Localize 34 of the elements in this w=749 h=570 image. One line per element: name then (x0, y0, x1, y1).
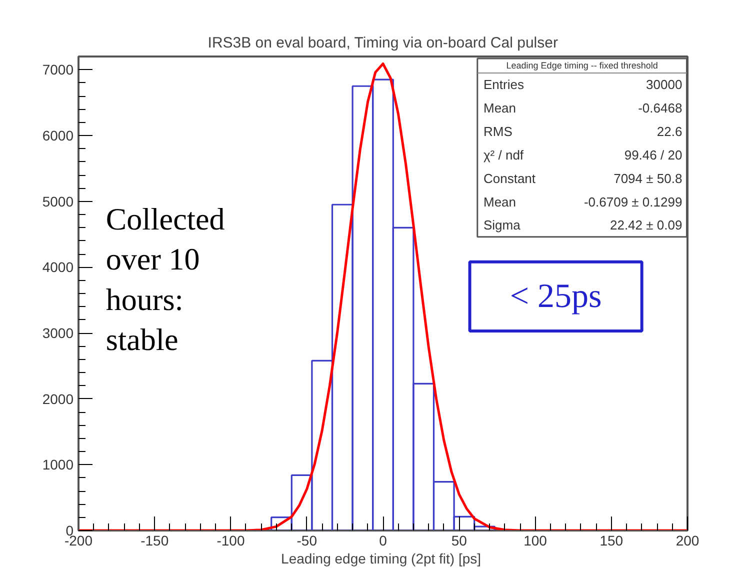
chart-title: IRS3B on eval board, Timing via on-board Cal pulser (208, 34, 558, 52)
x-tick-label: -150 (140, 532, 169, 548)
y-tick-label: 4000 (42, 259, 74, 276)
annotation: 22.42 ± 0.09 (610, 218, 682, 233)
x-tick-label: 100 (524, 532, 548, 548)
x-tick-label: -50 (296, 532, 318, 548)
annotation: Mean (483, 100, 516, 116)
x-tick-label: 200 (676, 532, 700, 548)
annotation: χ² / ndf (483, 147, 524, 162)
annotation: -0.6468 (638, 100, 682, 116)
y-tick-label: 1000 (42, 456, 74, 473)
annotation: Entries (483, 77, 524, 92)
annotation: Collected over 10 hours: stable (106, 201, 226, 358)
annotation: -0.6709 ± 0.1299 (584, 194, 682, 210)
annotation: Constant (483, 170, 536, 186)
x-tick-label: 50 (451, 532, 468, 548)
x-tick-label: 0 (379, 532, 388, 548)
annotation: 7094 ± 50.8 (614, 170, 682, 186)
y-tick-label: 6000 (42, 128, 74, 144)
y-tick-label: 5000 (42, 193, 74, 210)
annotation: RMS (483, 124, 513, 140)
y-tick-label: 3000 (42, 325, 74, 341)
annotation: < 25ps (510, 278, 602, 315)
x-tick-label: -100 (216, 532, 245, 548)
annotation: Mean (483, 194, 516, 210)
x-axis-title: Leading edge timing (2pt fit) [ps] (281, 550, 482, 566)
annotation: Sigma (483, 218, 522, 233)
annotation: 30000 (646, 77, 682, 92)
y-tick-label: 7000 (42, 62, 74, 78)
annotation: Leading Edge timing -- fixed threshold (506, 60, 658, 71)
y-tick-label: 2000 (42, 390, 74, 407)
annotation: 22.6 (656, 124, 682, 140)
annotation: 99.46 / 20 (624, 147, 682, 162)
x-tick-label: 150 (600, 532, 624, 548)
